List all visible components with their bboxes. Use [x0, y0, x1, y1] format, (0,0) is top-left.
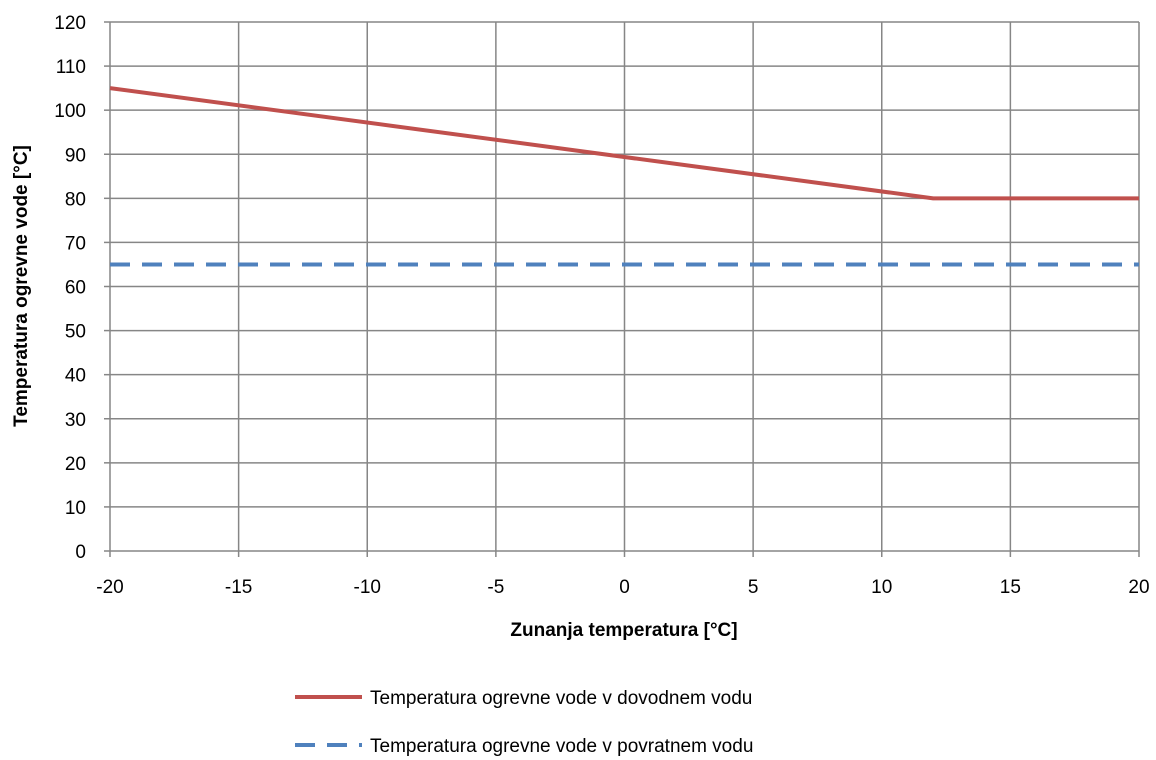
- x-tick-label: -20: [96, 577, 123, 598]
- y-tick-label: 40: [65, 366, 86, 387]
- y-tick-label: 100: [54, 101, 86, 122]
- x-tick-label: -15: [225, 577, 252, 598]
- y-tick-label: 30: [65, 410, 86, 431]
- x-tick-label: 20: [1128, 577, 1149, 598]
- y-tick-label: 90: [65, 145, 86, 166]
- tick-labels: -20 -15 -10 -5 0 5 10 15 20 0 10 20 30 40 50 60 70 80 90 10…: [54, 13, 1149, 598]
- y-tick-label: 60: [65, 278, 86, 299]
- series-layer: [109, 86, 1139, 267]
- y-axis-title: Temperatura ogrevne vode [°C]: [11, 145, 32, 427]
- y-tick-label: 70: [65, 233, 86, 254]
- x-tick-label: -10: [354, 577, 381, 598]
- legend-label-supply: Temperatura ogrevne vode v dovodnem vodu: [370, 688, 752, 709]
- legend: Temperatura ogrevne vode v dovodnem vodu…: [295, 688, 753, 757]
- grid: [104, 21, 1140, 557]
- x-tick-label: 0: [619, 577, 630, 598]
- x-tick-label: -5: [487, 577, 504, 598]
- y-tick-label: 0: [75, 542, 86, 563]
- legend-label-return: Temperatura ogrevne vode v povratnem vod…: [370, 736, 753, 757]
- y-tick-label: 110: [56, 57, 86, 78]
- y-tick-label: 10: [65, 498, 86, 519]
- y-tick-label: 80: [65, 189, 86, 210]
- x-axis-title: Zunanja temperatura [°C]: [510, 620, 737, 641]
- x-tick-label: 15: [1000, 577, 1021, 598]
- x-tick-label: 10: [871, 577, 892, 598]
- y-tick-label: 120: [54, 13, 86, 34]
- y-tick-label: 50: [65, 322, 86, 343]
- series-line-supply: [109, 86, 1139, 201]
- x-tick-label: 5: [748, 577, 759, 598]
- y-tick-label: 20: [65, 454, 86, 475]
